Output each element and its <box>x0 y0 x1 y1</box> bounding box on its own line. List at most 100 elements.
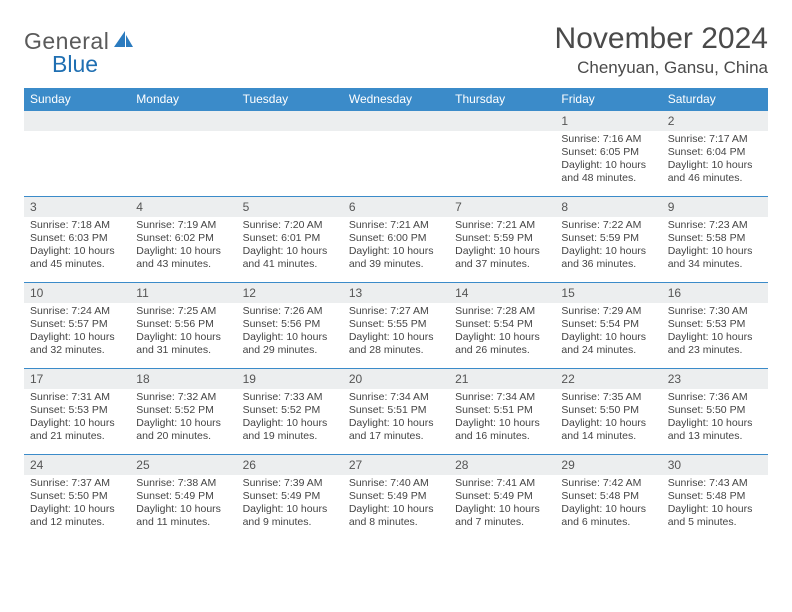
daylight-line: Daylight: 10 hours and 7 minutes. <box>455 503 549 529</box>
day-number: 23 <box>662 369 768 389</box>
calendar-day-cell: 28Sunrise: 7:41 AMSunset: 5:49 PMDayligh… <box>449 455 555 541</box>
day-number <box>237 111 343 131</box>
calendar-day-cell: 17Sunrise: 7:31 AMSunset: 5:53 PMDayligh… <box>24 369 130 455</box>
weekday-header: Wednesday <box>343 88 449 111</box>
daylight-line: Daylight: 10 hours and 26 minutes. <box>455 331 549 357</box>
sunset-line: Sunset: 6:02 PM <box>136 232 230 245</box>
day-details: Sunrise: 7:27 AMSunset: 5:55 PMDaylight:… <box>343 303 449 361</box>
weekday-header: Saturday <box>662 88 768 111</box>
day-number: 1 <box>555 111 661 131</box>
day-number: 24 <box>24 455 130 475</box>
calendar-week-row: 3Sunrise: 7:18 AMSunset: 6:03 PMDaylight… <box>24 197 768 283</box>
day-details: Sunrise: 7:31 AMSunset: 5:53 PMDaylight:… <box>24 389 130 447</box>
day-number <box>24 111 130 131</box>
calendar-day-cell: 8Sunrise: 7:22 AMSunset: 5:59 PMDaylight… <box>555 197 661 283</box>
sunset-line: Sunset: 5:49 PM <box>136 490 230 503</box>
calendar-day-cell <box>449 111 555 197</box>
calendar-day-cell: 10Sunrise: 7:24 AMSunset: 5:57 PMDayligh… <box>24 283 130 369</box>
day-details: Sunrise: 7:29 AMSunset: 5:54 PMDaylight:… <box>555 303 661 361</box>
sunset-line: Sunset: 5:52 PM <box>136 404 230 417</box>
calendar-day-cell: 5Sunrise: 7:20 AMSunset: 6:01 PMDaylight… <box>237 197 343 283</box>
calendar-week-row: 1Sunrise: 7:16 AMSunset: 6:05 PMDaylight… <box>24 111 768 197</box>
sunset-line: Sunset: 5:53 PM <box>30 404 124 417</box>
calendar-week-row: 24Sunrise: 7:37 AMSunset: 5:50 PMDayligh… <box>24 455 768 541</box>
day-number: 4 <box>130 197 236 217</box>
day-details: Sunrise: 7:23 AMSunset: 5:58 PMDaylight:… <box>662 217 768 275</box>
day-number: 12 <box>237 283 343 303</box>
sunrise-line: Sunrise: 7:37 AM <box>30 477 124 490</box>
day-details: Sunrise: 7:43 AMSunset: 5:48 PMDaylight:… <box>662 475 768 533</box>
sunrise-line: Sunrise: 7:29 AM <box>561 305 655 318</box>
day-number: 27 <box>343 455 449 475</box>
sunrise-line: Sunrise: 7:30 AM <box>668 305 762 318</box>
sunrise-line: Sunrise: 7:22 AM <box>561 219 655 232</box>
day-details: Sunrise: 7:24 AMSunset: 5:57 PMDaylight:… <box>24 303 130 361</box>
daylight-line: Daylight: 10 hours and 20 minutes. <box>136 417 230 443</box>
calendar-day-cell: 18Sunrise: 7:32 AMSunset: 5:52 PMDayligh… <box>130 369 236 455</box>
calendar-day-cell: 14Sunrise: 7:28 AMSunset: 5:54 PMDayligh… <box>449 283 555 369</box>
weekday-header-row: Sunday Monday Tuesday Wednesday Thursday… <box>24 88 768 111</box>
calendar-day-cell: 9Sunrise: 7:23 AMSunset: 5:58 PMDaylight… <box>662 197 768 283</box>
sunrise-line: Sunrise: 7:28 AM <box>455 305 549 318</box>
sunset-line: Sunset: 6:04 PM <box>668 146 762 159</box>
daylight-line: Daylight: 10 hours and 21 minutes. <box>30 417 124 443</box>
daylight-line: Daylight: 10 hours and 34 minutes. <box>668 245 762 271</box>
daylight-line: Daylight: 10 hours and 11 minutes. <box>136 503 230 529</box>
day-details: Sunrise: 7:41 AMSunset: 5:49 PMDaylight:… <box>449 475 555 533</box>
header: General Blue November 2024 Chenyuan, Gan… <box>24 22 768 78</box>
day-number: 30 <box>662 455 768 475</box>
daylight-line: Daylight: 10 hours and 28 minutes. <box>349 331 443 357</box>
weekday-header: Sunday <box>24 88 130 111</box>
day-number: 26 <box>237 455 343 475</box>
sunrise-line: Sunrise: 7:34 AM <box>349 391 443 404</box>
sunset-line: Sunset: 5:59 PM <box>455 232 549 245</box>
daylight-line: Daylight: 10 hours and 14 minutes. <box>561 417 655 443</box>
sunset-line: Sunset: 5:56 PM <box>136 318 230 331</box>
calendar-day-cell: 3Sunrise: 7:18 AMSunset: 6:03 PMDaylight… <box>24 197 130 283</box>
day-details: Sunrise: 7:18 AMSunset: 6:03 PMDaylight:… <box>24 217 130 275</box>
sunset-line: Sunset: 5:49 PM <box>243 490 337 503</box>
calendar-day-cell: 15Sunrise: 7:29 AMSunset: 5:54 PMDayligh… <box>555 283 661 369</box>
calendar-table: Sunday Monday Tuesday Wednesday Thursday… <box>24 88 768 541</box>
daylight-line: Daylight: 10 hours and 32 minutes. <box>30 331 124 357</box>
day-details: Sunrise: 7:36 AMSunset: 5:50 PMDaylight:… <box>662 389 768 447</box>
calendar-week-row: 17Sunrise: 7:31 AMSunset: 5:53 PMDayligh… <box>24 369 768 455</box>
calendar-day-cell: 20Sunrise: 7:34 AMSunset: 5:51 PMDayligh… <box>343 369 449 455</box>
day-details: Sunrise: 7:28 AMSunset: 5:54 PMDaylight:… <box>449 303 555 361</box>
sunset-line: Sunset: 5:59 PM <box>561 232 655 245</box>
sunset-line: Sunset: 5:48 PM <box>668 490 762 503</box>
sunrise-line: Sunrise: 7:39 AM <box>243 477 337 490</box>
sunrise-line: Sunrise: 7:35 AM <box>561 391 655 404</box>
day-number: 25 <box>130 455 236 475</box>
calendar-day-cell: 23Sunrise: 7:36 AMSunset: 5:50 PMDayligh… <box>662 369 768 455</box>
calendar-day-cell: 30Sunrise: 7:43 AMSunset: 5:48 PMDayligh… <box>662 455 768 541</box>
sunrise-line: Sunrise: 7:33 AM <box>243 391 337 404</box>
sunset-line: Sunset: 5:57 PM <box>30 318 124 331</box>
daylight-line: Daylight: 10 hours and 43 minutes. <box>136 245 230 271</box>
daylight-line: Daylight: 10 hours and 29 minutes. <box>243 331 337 357</box>
sunset-line: Sunset: 5:50 PM <box>668 404 762 417</box>
calendar-week-row: 10Sunrise: 7:24 AMSunset: 5:57 PMDayligh… <box>24 283 768 369</box>
daylight-line: Daylight: 10 hours and 41 minutes. <box>243 245 337 271</box>
sunrise-line: Sunrise: 7:34 AM <box>455 391 549 404</box>
day-number: 29 <box>555 455 661 475</box>
logo: General Blue <box>24 22 135 78</box>
sunset-line: Sunset: 5:54 PM <box>561 318 655 331</box>
location-label: Chenyuan, Gansu, China <box>555 58 768 78</box>
sunset-line: Sunset: 5:55 PM <box>349 318 443 331</box>
calendar-day-cell: 26Sunrise: 7:39 AMSunset: 5:49 PMDayligh… <box>237 455 343 541</box>
daylight-line: Daylight: 10 hours and 12 minutes. <box>30 503 124 529</box>
sunrise-line: Sunrise: 7:42 AM <box>561 477 655 490</box>
sunrise-line: Sunrise: 7:24 AM <box>30 305 124 318</box>
calendar-day-cell: 1Sunrise: 7:16 AMSunset: 6:05 PMDaylight… <box>555 111 661 197</box>
sunrise-line: Sunrise: 7:43 AM <box>668 477 762 490</box>
title-block: November 2024 Chenyuan, Gansu, China <box>555 22 768 78</box>
day-number: 17 <box>24 369 130 389</box>
logo-text-blue: Blue <box>52 51 135 78</box>
calendar-day-cell: 11Sunrise: 7:25 AMSunset: 5:56 PMDayligh… <box>130 283 236 369</box>
sunrise-line: Sunrise: 7:36 AM <box>668 391 762 404</box>
calendar-day-cell: 27Sunrise: 7:40 AMSunset: 5:49 PMDayligh… <box>343 455 449 541</box>
sunset-line: Sunset: 6:01 PM <box>243 232 337 245</box>
daylight-line: Daylight: 10 hours and 31 minutes. <box>136 331 230 357</box>
day-details: Sunrise: 7:39 AMSunset: 5:49 PMDaylight:… <box>237 475 343 533</box>
